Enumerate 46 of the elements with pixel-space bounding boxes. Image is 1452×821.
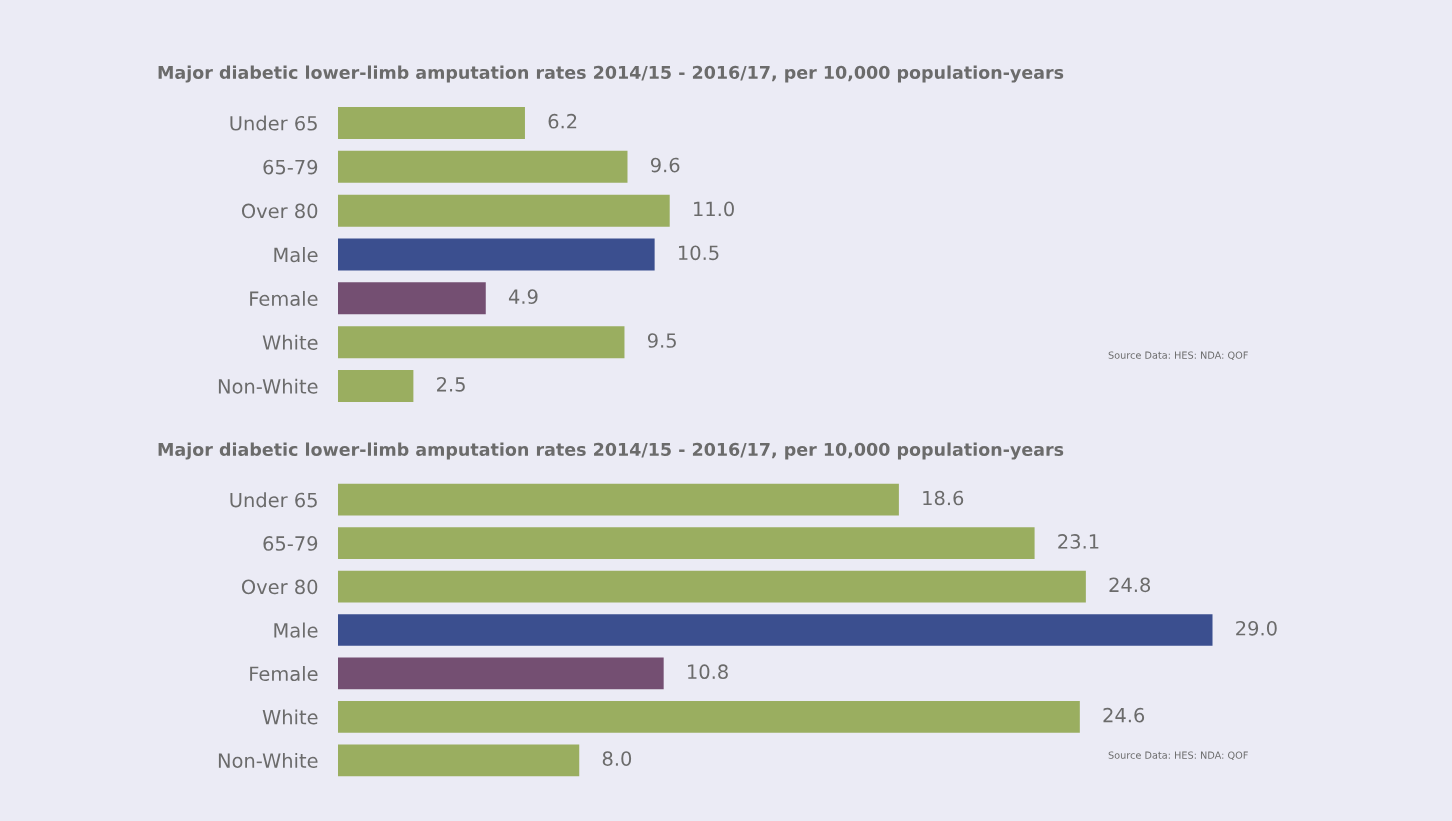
- y-tick-label: Female: [250, 290, 318, 307]
- chart-title: Major diabetic lower-limb amputation rates 2014/15 - 2016/17, per 10,000 population-years: [158, 442, 1064, 460]
- data-label: 4.9: [508, 289, 538, 304]
- data-label: 2.5: [437, 377, 465, 392]
- data-label: 9.6: [650, 157, 680, 173]
- bar: [338, 657, 664, 690]
- y-tick-label: Over 80: [241, 579, 318, 595]
- chart-title: Major diabetic lower-limb amputation rates 2014/15 - 2016/17, per 10,000 population-years: [158, 65, 1064, 83]
- y-tick-label: Female: [250, 666, 318, 682]
- annotation: Source Data: HES: NDA: QOF: [1108, 751, 1248, 760]
- data-label: 23.1: [1058, 534, 1099, 549]
- bar: [338, 370, 414, 403]
- y-tick-label: White: [262, 709, 318, 725]
- data-label: 11.0: [694, 201, 734, 217]
- y-tick-label: Non-White: [218, 378, 318, 394]
- bar: [338, 744, 580, 777]
- y-tick-label: 65-79: [263, 536, 318, 551]
- data-label: 10.8: [688, 664, 728, 680]
- y-tick-label: White: [262, 334, 318, 350]
- bar: [338, 150, 628, 183]
- y-tick-label: Over 80: [241, 203, 318, 219]
- data-label: 24.6: [1103, 707, 1145, 723]
- bar: [338, 194, 670, 227]
- data-label: 8.0: [602, 751, 632, 766]
- bar: [338, 614, 1213, 646]
- bar: [338, 701, 1080, 733]
- data-label: 18.6: [923, 490, 964, 506]
- bar: [338, 527, 1035, 559]
- data-label: 10.5: [678, 245, 719, 261]
- bar: [338, 282, 486, 315]
- y-tick-label: Male: [274, 622, 318, 638]
- data-label: 9.5: [647, 333, 676, 348]
- data-label: 29.0: [1236, 620, 1277, 636]
- y-tick-label: Under 65: [230, 492, 317, 508]
- bar: [338, 483, 899, 516]
- y-tick-label: 65-79: [263, 159, 318, 175]
- source-note: Source Data: HES: NDA: QOF: [1108, 351, 1248, 360]
- y-tick-label: Non-White: [218, 752, 318, 768]
- y-tick-label: Under 65: [230, 115, 317, 131]
- bar: [338, 238, 655, 271]
- y-tick-label: Male: [274, 247, 318, 263]
- bar: [338, 326, 625, 359]
- data-label: 6.2: [548, 113, 577, 129]
- bar: [338, 570, 1086, 603]
- bar: [338, 106, 525, 139]
- data-label: 24.8: [1109, 577, 1151, 593]
